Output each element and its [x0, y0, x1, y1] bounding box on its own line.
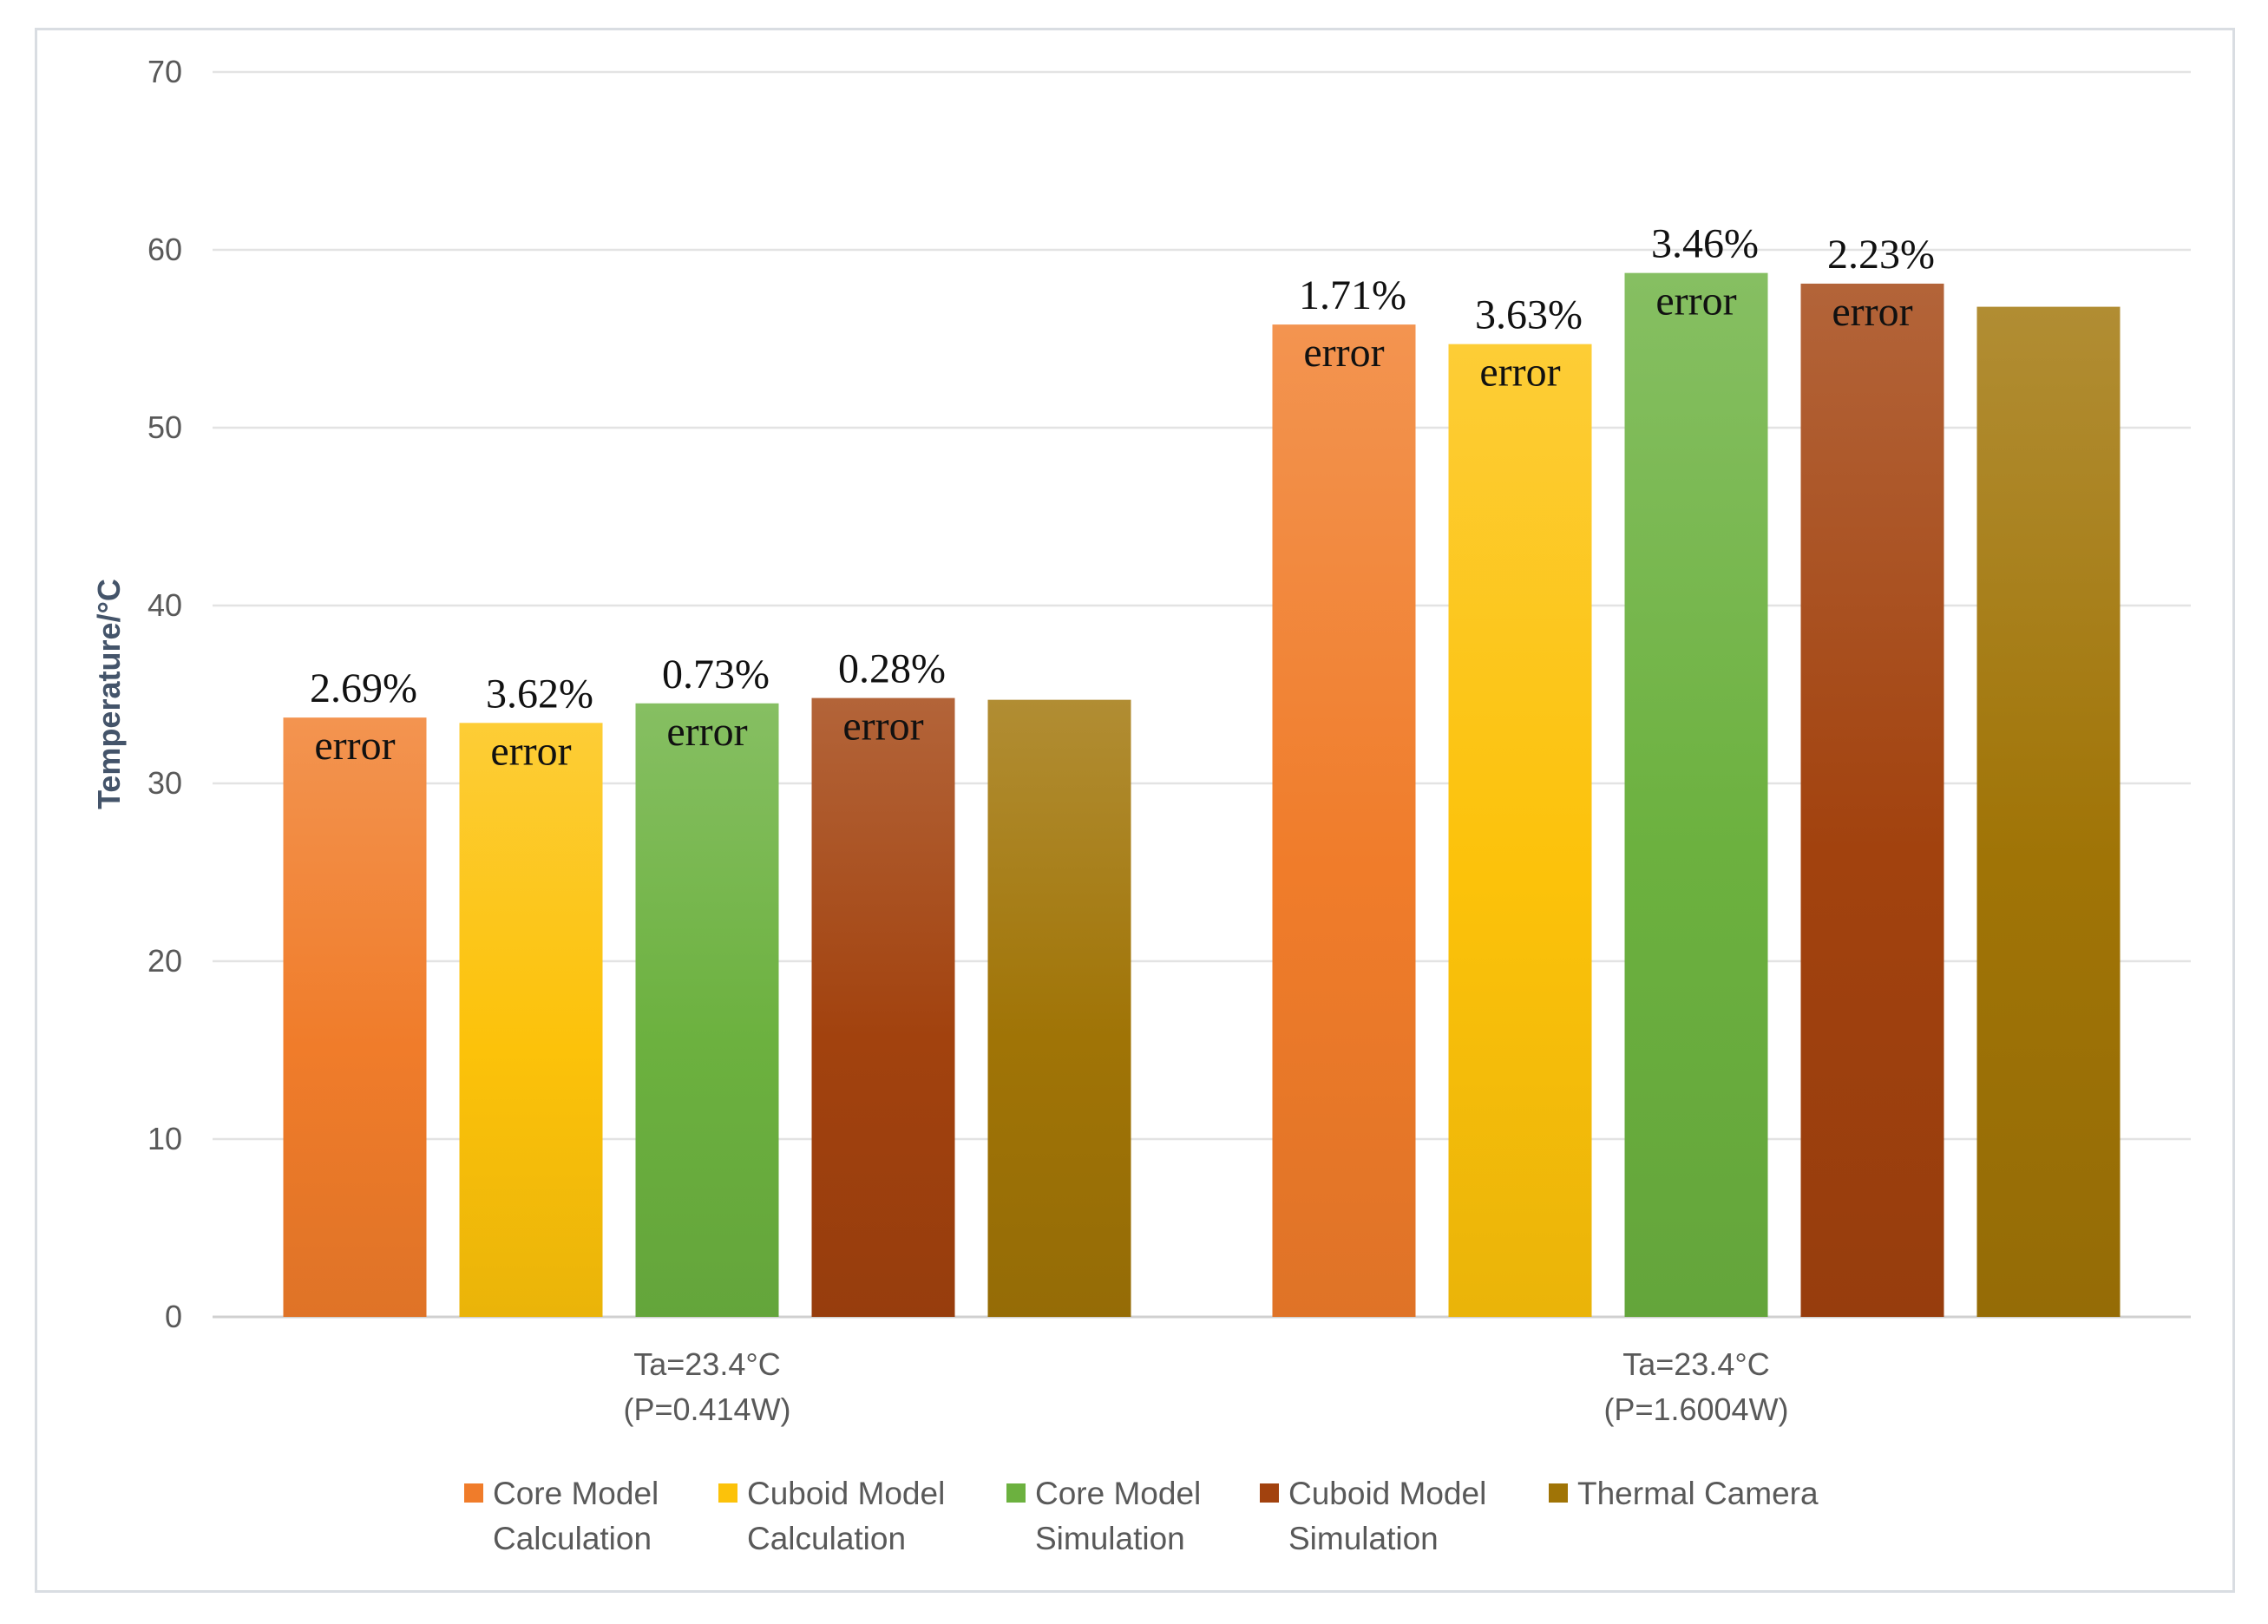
error-percent-label: 0.28% — [838, 646, 946, 692]
error-word-label: error — [1479, 350, 1560, 396]
error-word-label: error — [666, 709, 747, 755]
legend-swatch-thermal-camera — [1549, 1483, 1568, 1503]
error-percent-label: 0.73% — [662, 652, 770, 697]
bar-core-model-simulation-2 — [1624, 272, 1768, 1317]
x-category-label: (P=0.414W) — [623, 1392, 790, 1427]
y-tick-label-60: 60 — [147, 232, 182, 267]
y-tick-label-30: 30 — [147, 765, 182, 801]
error-percent-label: 3.46% — [1651, 221, 1759, 267]
y-tick-label-20: 20 — [147, 943, 182, 979]
error-word-label: error — [842, 704, 923, 750]
bar-cuboid-model-calculation-2 — [1448, 344, 1592, 1317]
y-axis-label: Temperature/°C — [91, 579, 127, 809]
error-word-label: error — [1655, 278, 1736, 324]
legend-label-core-model-simulation: Simulation — [1035, 1521, 1185, 1556]
bar-cuboid-model-simulation-1 — [811, 697, 955, 1317]
x-category-label: (P=1.6004W) — [1603, 1392, 1788, 1427]
legend-swatch-cuboid-model-simulation — [1260, 1483, 1279, 1503]
error-percent-label: 3.62% — [486, 671, 593, 717]
error-word-label: error — [1303, 330, 1384, 376]
y-tick-label-70: 70 — [147, 54, 182, 89]
legend-label-core-model-calculation: Core Model — [493, 1476, 659, 1511]
error-word-label: error — [314, 723, 395, 769]
y-tick-label-10: 10 — [147, 1121, 182, 1156]
legend-label-core-model-simulation: Core Model — [1035, 1476, 1201, 1511]
legend-swatch-core-model-simulation — [1006, 1483, 1026, 1503]
y-tick-label-0: 0 — [165, 1299, 182, 1334]
error-percent-label: 2.69% — [310, 665, 417, 711]
error-percent-label: 1.71% — [1299, 272, 1406, 318]
error-percent-label: 3.63% — [1475, 292, 1583, 338]
bar-cuboid-model-simulation-2 — [1800, 283, 1944, 1318]
bar-thermal-camera-2 — [1976, 306, 2121, 1318]
legend-label-core-model-calculation: Calculation — [493, 1521, 652, 1556]
error-word-label: error — [490, 728, 571, 774]
error-percent-label: 2.23% — [1827, 232, 1935, 278]
y-tick-label-40: 40 — [147, 587, 182, 623]
bar-thermal-camera-1 — [987, 699, 1131, 1317]
x-category-label: Ta=23.4°C — [633, 1346, 781, 1382]
error-word-label: error — [1832, 289, 1912, 335]
y-tick-label-50: 50 — [147, 409, 182, 445]
legend-swatch-core-model-calculation — [464, 1483, 483, 1503]
bar-core-model-calculation-2 — [1272, 324, 1416, 1318]
legend-label-thermal-camera: Thermal Camera — [1577, 1476, 1819, 1511]
x-category-label: Ta=23.4°C — [1622, 1346, 1770, 1382]
bar-core-model-calculation-1 — [283, 717, 427, 1317]
bar-core-model-simulation-1 — [635, 703, 779, 1317]
legend-label-cuboid-model-simulation: Simulation — [1288, 1521, 1439, 1556]
legend-label-cuboid-model-calculation: Calculation — [747, 1521, 906, 1556]
legend-label-cuboid-model-calculation: Cuboid Model — [747, 1476, 945, 1511]
legend-swatch-cuboid-model-calculation — [718, 1483, 737, 1503]
bar-cuboid-model-calculation-1 — [459, 723, 603, 1317]
legend-label-cuboid-model-simulation: Cuboid Model — [1288, 1476, 1486, 1511]
